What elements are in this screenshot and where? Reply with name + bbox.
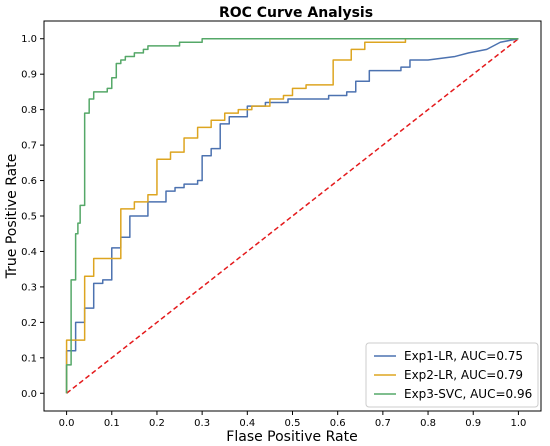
x-tick-label: 0.0: [59, 418, 75, 429]
x-tick-label: 0.1: [104, 418, 120, 429]
y-tick-label: 0.0: [21, 389, 37, 400]
y-tick-label: 0.3: [21, 282, 37, 293]
y-tick-label: 0.2: [21, 318, 37, 329]
x-tick-label: 0.4: [239, 418, 255, 429]
y-tick-label: 0.9: [21, 70, 37, 81]
y-tick-label: 0.4: [21, 247, 37, 258]
y-tick-label: 0.6: [21, 176, 37, 187]
chart-title: ROC Curve Analysis: [219, 5, 373, 21]
y-tick-label: 0.8: [21, 105, 37, 116]
y-tick-label: 1.0: [21, 34, 37, 45]
y-tick-label: 0.5: [21, 212, 37, 223]
series-layer: [65, 37, 519, 394]
x-tick-label: 0.7: [375, 418, 391, 429]
series-line-2: [65, 37, 519, 394]
legend: Exp1-LR, AUC=0.75 Exp2-LR, AUC=0.79 Exp3-S…: [365, 342, 539, 408]
x-tick-label: 0.3: [194, 418, 210, 429]
series-line-0: [65, 37, 519, 394]
x-tick-label: 0.9: [465, 418, 481, 429]
legend-label: Exp3-SVC, AUC=0.96: [404, 387, 532, 401]
x-tick-label: 0.8: [420, 418, 436, 429]
x-tick-label: 0.6: [330, 418, 346, 429]
y-axis: 0.0 0.1 0.2 0.3 0.4 0.5 0.6 0.7 0.8 0.9 1.0: [21, 34, 44, 400]
x-axis-title: Flase Positive Rate: [226, 429, 357, 445]
legend-label: Exp2-LR, AUC=0.79: [404, 368, 523, 382]
y-tick-label: 0.1: [21, 353, 37, 364]
y-axis-title: True Positive Rate: [4, 154, 20, 280]
x-tick-label: 1.0: [510, 418, 526, 429]
y-tick-label: 0.7: [21, 141, 37, 152]
x-tick-label: 0.5: [285, 418, 301, 429]
legend-box: [365, 342, 539, 408]
x-tick-label: 0.2: [149, 418, 165, 429]
x-axis: 0.0 0.1 0.2 0.3 0.4 0.5 0.6 0.7 0.8 0.9 1.0: [59, 411, 526, 429]
legend-label: Exp1-LR, AUC=0.75: [404, 349, 523, 363]
series-line-1: [65, 37, 519, 394]
